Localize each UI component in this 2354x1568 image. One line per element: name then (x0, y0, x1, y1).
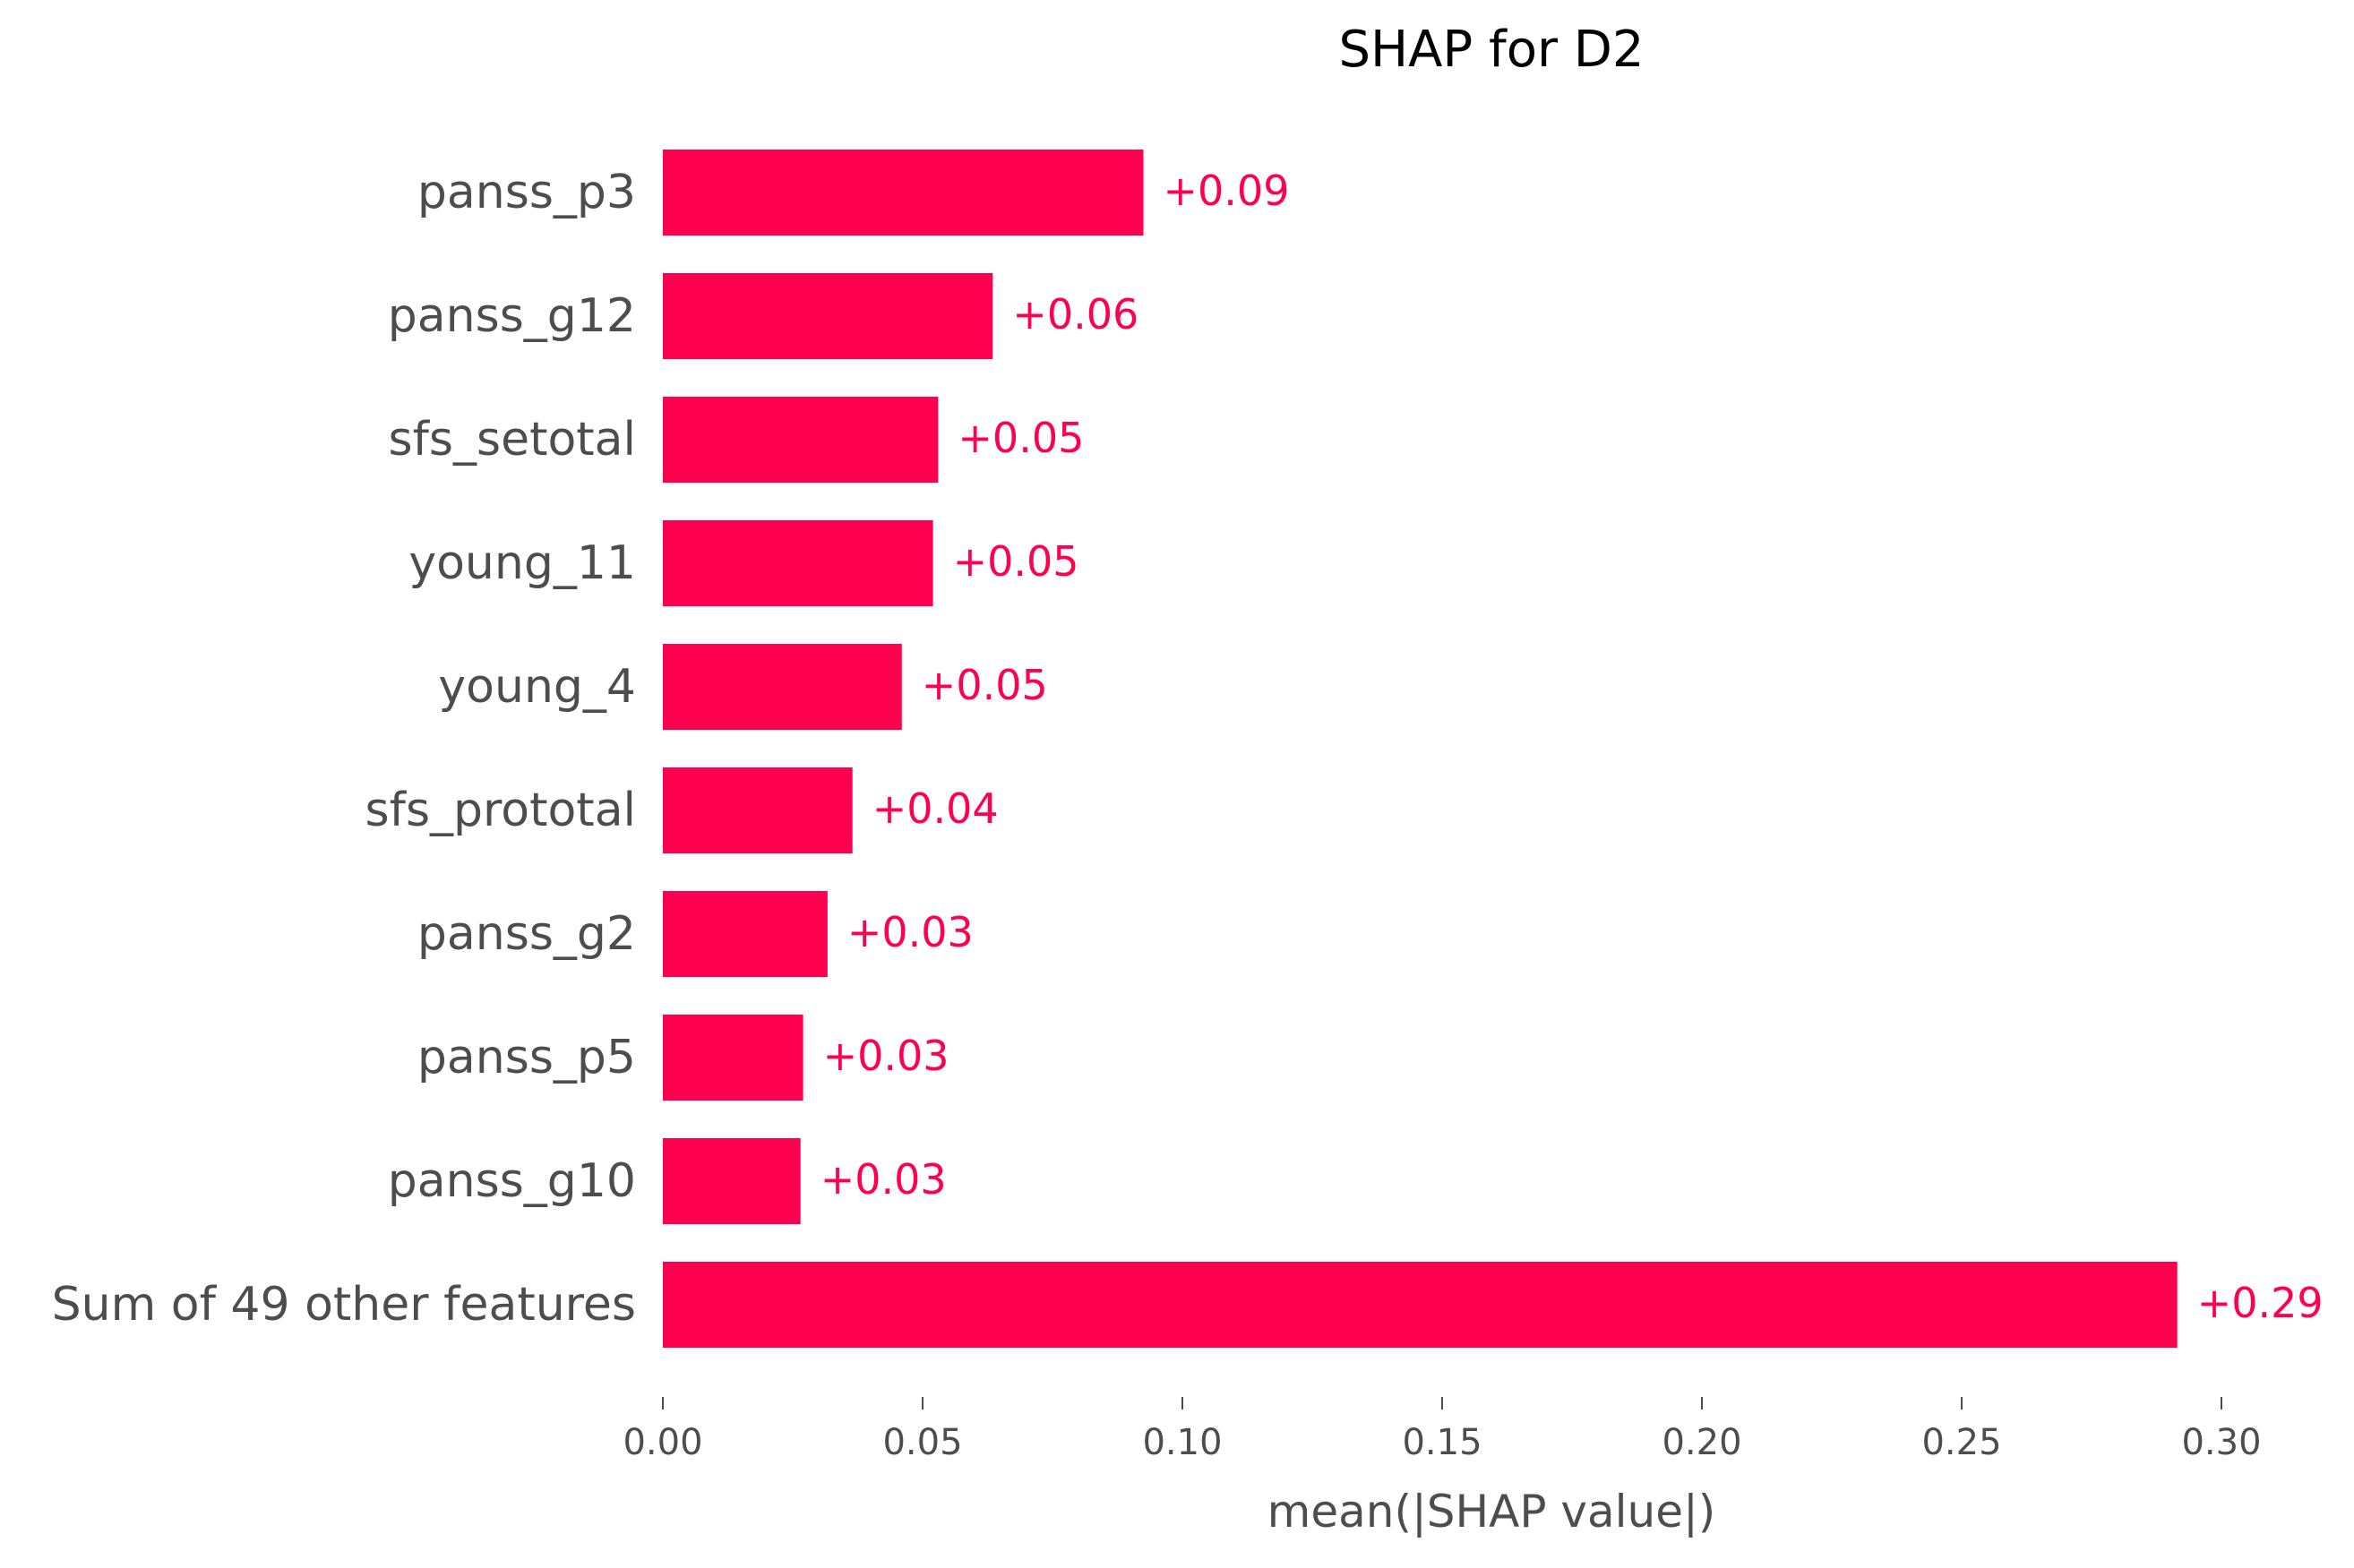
bar-value-label-8: +0.03 (823, 1032, 949, 1080)
x-tick-label-4: 0.15 (1402, 1422, 1482, 1463)
bar-value-label-6: +0.04 (872, 784, 999, 833)
y-tick-label-5: young_4 (438, 660, 636, 714)
bar-value-label-5: +0.05 (922, 661, 1048, 709)
y-tick-label-6: sfs_prototal (365, 784, 636, 837)
y-tick-label-7: panss_g2 (417, 907, 636, 961)
y-tick-label-9: panss_g10 (388, 1154, 636, 1208)
bar-1 (663, 150, 1144, 236)
bar-8 (663, 1015, 803, 1101)
y-tick-label-1: panss_p3 (417, 166, 636, 219)
bar-value-label-3: +0.05 (958, 414, 1084, 462)
bar-value-label-9: +0.03 (820, 1155, 947, 1204)
bar-value-label-4: +0.05 (953, 537, 1079, 586)
y-tick-label-4: young_11 (408, 536, 636, 590)
y-tick-label-2: panss_g12 (388, 289, 636, 343)
y-tick-label-3: sfs_setotal (389, 413, 636, 467)
bar-7 (663, 891, 828, 977)
y-axis-labels: panss_p3 panss_g12 sfs_setotal young_11youn… (52, 166, 636, 1332)
x-tick-label-2: 0.05 (882, 1422, 962, 1463)
bar-3 (663, 397, 939, 483)
x-tick-label-3: 0.10 (1142, 1422, 1222, 1463)
x-tick-label-6: 0.25 (1921, 1422, 2001, 1463)
bar-4 (663, 520, 933, 606)
bar-value-label-10: +0.29 (2197, 1279, 2324, 1327)
x-tick-label-1: 0.00 (623, 1422, 702, 1463)
x-axis: 0.00 0.05 0.10 0.15 0.20 0.25 0.30 (623, 1397, 2262, 1463)
chart-title: SHAP for D2 (1338, 21, 1644, 79)
bars-layer (663, 150, 2178, 1348)
bar-10 (663, 1262, 2178, 1348)
x-tick-label-5: 0.20 (1662, 1422, 1741, 1463)
x-axis-label: mean(|SHAP value|) (1267, 1486, 1716, 1538)
x-tick-label-7: 0.30 (2181, 1422, 2261, 1463)
bar-value-label-1: +0.09 (1164, 167, 1290, 215)
bar-value-label-7: +0.03 (847, 908, 974, 956)
y-tick-label-8: panss_p5 (417, 1031, 636, 1084)
bar-5 (663, 644, 902, 730)
y-tick-label-10: Sum of 49 other features (52, 1278, 636, 1332)
bar-2 (663, 273, 993, 359)
bar-6 (663, 767, 853, 853)
bar-value-label-2: +0.06 (1012, 290, 1138, 338)
bar-value-labels: +0.09 +0.06 +0.05 +0.05 +0.05 +0.04 +0.03 +0.03… (820, 167, 2324, 1327)
bar-9 (663, 1138, 801, 1224)
